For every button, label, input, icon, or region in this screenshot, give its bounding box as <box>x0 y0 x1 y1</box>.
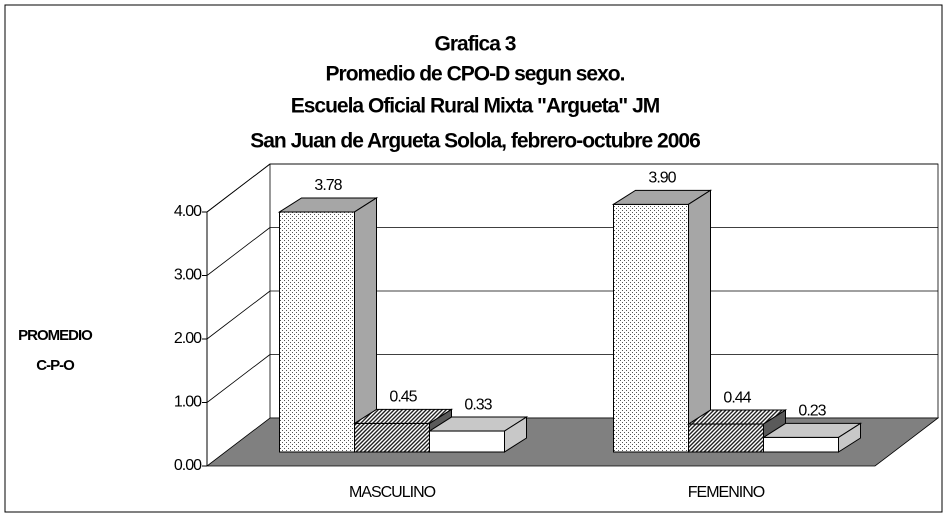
y-axis <box>206 163 271 213</box>
y-axis-label: PROMEDIO <box>18 327 93 344</box>
y-tick-label: 4.00 <box>174 203 202 220</box>
x-tick-label: FEMENINO <box>688 484 765 501</box>
data-label: 3.90 <box>648 170 676 187</box>
y-axis-label: C-P-O <box>36 357 75 374</box>
chart-title: San Juan de Argueta Solola, febrero-octu… <box>250 130 700 153</box>
y-tick-label: 1.00 <box>174 394 202 411</box>
bar-side <box>504 416 527 453</box>
data-label: 3.78 <box>314 177 342 194</box>
grid-line <box>206 290 271 340</box>
chart-title: Grafica 3 <box>435 33 516 56</box>
bar-front <box>429 430 505 453</box>
data-label: 0.45 <box>389 389 417 406</box>
bar-front <box>279 211 355 453</box>
bar-front <box>763 436 839 453</box>
data-label: 0.23 <box>798 403 826 420</box>
bar-front <box>354 422 430 453</box>
y-tick-label: 2.00 <box>174 330 202 347</box>
chart-title: Escuela Oficial Rural Mixta "Argueta" JM <box>291 95 660 118</box>
chart-title: Promedio de CPO-D segun sexo. <box>326 63 625 86</box>
y-tick-label: 3.00 <box>174 267 202 284</box>
x-tick-label: MASCULINO <box>349 484 436 501</box>
grid-line <box>206 354 271 403</box>
data-label: 0.44 <box>723 389 751 406</box>
data-label: 0.33 <box>464 396 492 413</box>
grid-line <box>206 227 271 276</box>
bar-front <box>613 203 689 453</box>
bar-front <box>688 423 764 453</box>
bar-side <box>838 422 861 453</box>
y-tick-label: 0.00 <box>174 457 202 474</box>
